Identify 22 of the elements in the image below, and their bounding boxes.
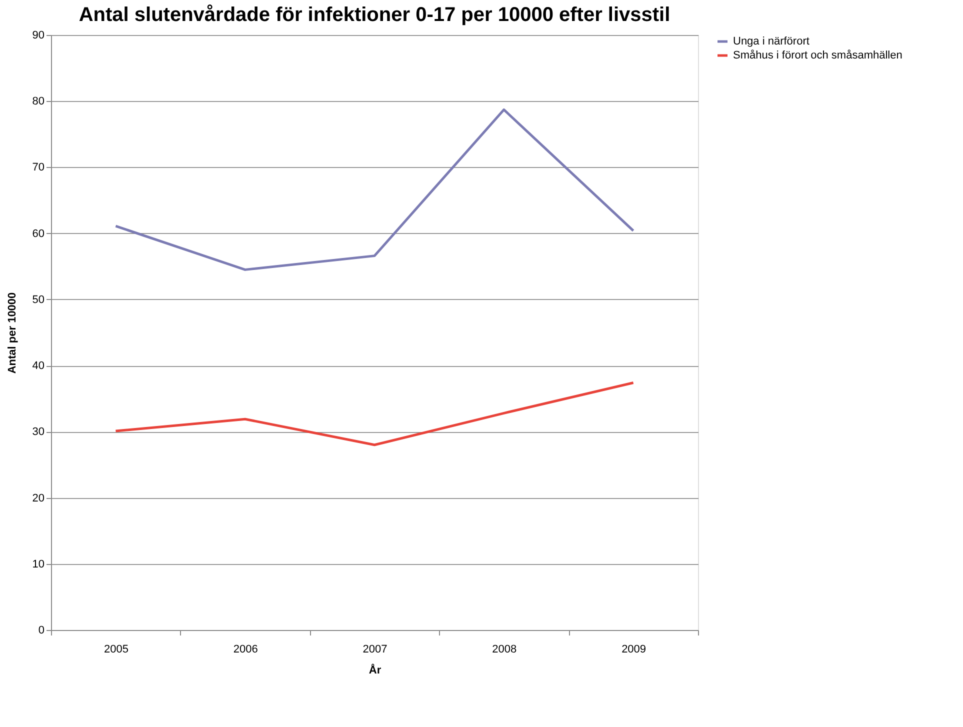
x-tick-label: 2007 [362, 644, 388, 656]
y-tick-label: 10 [32, 558, 44, 570]
x-axis-title: År [368, 664, 382, 676]
legend-label: Småhus i förort och småsamhällen [733, 50, 902, 62]
chart-title: Antal slutenvårdade för infektioner 0-17 per 10000 efter livsstil [78, 4, 670, 26]
y-tick-label: 60 [32, 228, 44, 240]
y-tick-label: 90 [32, 30, 44, 42]
y-tick-label: 70 [32, 162, 44, 174]
x-tick-label: 2008 [492, 644, 517, 656]
x-tick-label: 2006 [233, 644, 258, 656]
y-tick-label: 40 [32, 360, 44, 372]
line-series [114, 108, 635, 271]
x-tick-label: 2009 [622, 644, 646, 656]
y-tick-label: 20 [32, 492, 44, 504]
y-tick-label: 80 [32, 96, 44, 108]
y-tick-label: 50 [32, 294, 44, 306]
y-axis-title: Antal per 10000 [6, 292, 18, 374]
x-tick-label: 2005 [104, 644, 128, 656]
line-series [114, 381, 635, 446]
y-tick-label: 30 [32, 426, 44, 438]
legend-label: Unga i närförort [733, 36, 810, 48]
y-tick-label: 0 [38, 624, 44, 636]
